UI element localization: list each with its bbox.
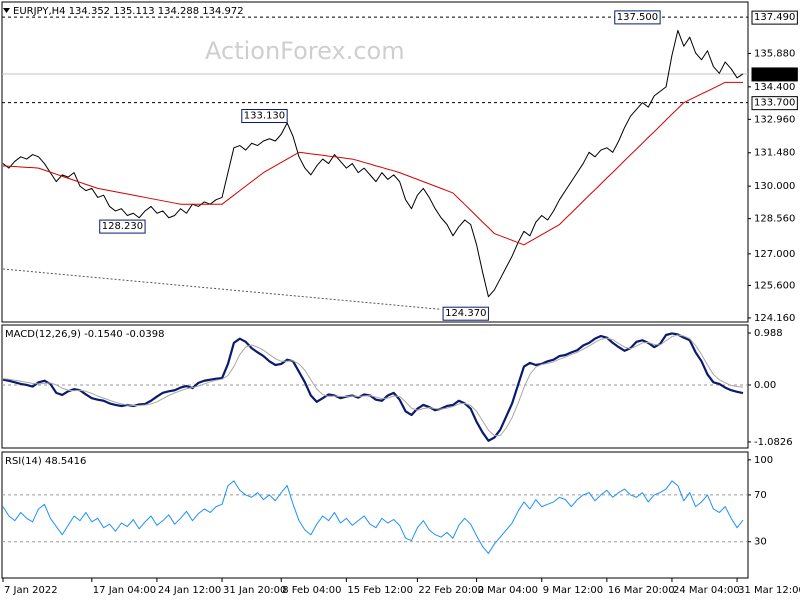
y-tick-label: 135.880 (754, 48, 795, 59)
level-box (751, 10, 798, 25)
annotation-label: 128.230 (102, 221, 143, 232)
x-tick-label: 22 Feb 20:00 (418, 585, 484, 596)
y-tick-label: 131.480 (754, 148, 795, 159)
y-tick-label: 132.960 (754, 114, 795, 125)
y-tick-label: 124.160 (754, 313, 795, 324)
annotation-label: 124.370 (445, 308, 486, 319)
y-tick-label: 134.400 (754, 82, 795, 93)
annotation-box (99, 219, 146, 234)
level-label: 133.700 (754, 98, 795, 109)
x-tick-label: 15 Feb 12:00 (347, 585, 413, 596)
x-tick-label: 24 Mar 04:00 (673, 585, 740, 596)
x-tick-label: 31 Jan 20:00 (223, 585, 286, 596)
annotation-box (614, 10, 661, 25)
x-tick-label: 16 Mar 20:00 (608, 585, 675, 596)
watermark: ActionForex.com (205, 37, 405, 65)
panel-title: RSI(14) 48.5416 (5, 456, 86, 467)
y-tick-label: 0.00 (754, 380, 776, 391)
x-tick-label: 17 Jan 04:00 (93, 585, 156, 596)
annotation-label: 133.130 (244, 111, 285, 122)
menu-triangle (3, 8, 10, 13)
series-line (2, 480, 744, 554)
x-tick-label: 31 Mar 12:00 (738, 585, 800, 596)
y-tick-label: 130.000 (754, 181, 795, 192)
annotation-box (442, 306, 489, 321)
y-tick-label: 70 (754, 490, 767, 501)
annotation-box (241, 109, 288, 124)
x-tick-label: 24 Jan 12:00 (158, 585, 221, 596)
y-tick-label: 125.600 (754, 280, 795, 291)
x-tick-label: 8 Feb 04:00 (282, 585, 341, 596)
panel-title: EURJPY,H4 134.352 135.113 134.288 134.97… (13, 6, 244, 17)
y-tick-label: 128.560 (754, 214, 795, 225)
x-tick-label: 9 Mar 12:00 (543, 585, 603, 596)
y-tick-label: -1.0826 (754, 437, 793, 448)
series-line (2, 81, 743, 246)
y-tick-label: 100 (754, 455, 773, 466)
x-tick-label: 7 Jan 2022 (4, 585, 58, 596)
trendline (2, 268, 442, 310)
series-line (2, 29, 744, 298)
level-label: 137.490 (754, 12, 795, 23)
panel-frame (1, 324, 749, 449)
panel-frame (1, 451, 749, 579)
y-tick-label: 127.000 (754, 249, 795, 260)
current-price-label: 134.972 (754, 69, 795, 80)
current-price-box (751, 67, 798, 82)
y-tick-label: 0.988 (754, 328, 783, 339)
level-box (751, 96, 798, 111)
x-tick-label: 2 Mar 04:00 (478, 585, 538, 596)
panel-title: MACD(12,26,9) -0.1540 -0.0398 (5, 329, 165, 340)
annotation-label: 137.500 (617, 12, 658, 23)
series-line (2, 334, 744, 436)
y-tick-label: 30 (754, 537, 767, 548)
panel-frame (1, 1, 749, 323)
